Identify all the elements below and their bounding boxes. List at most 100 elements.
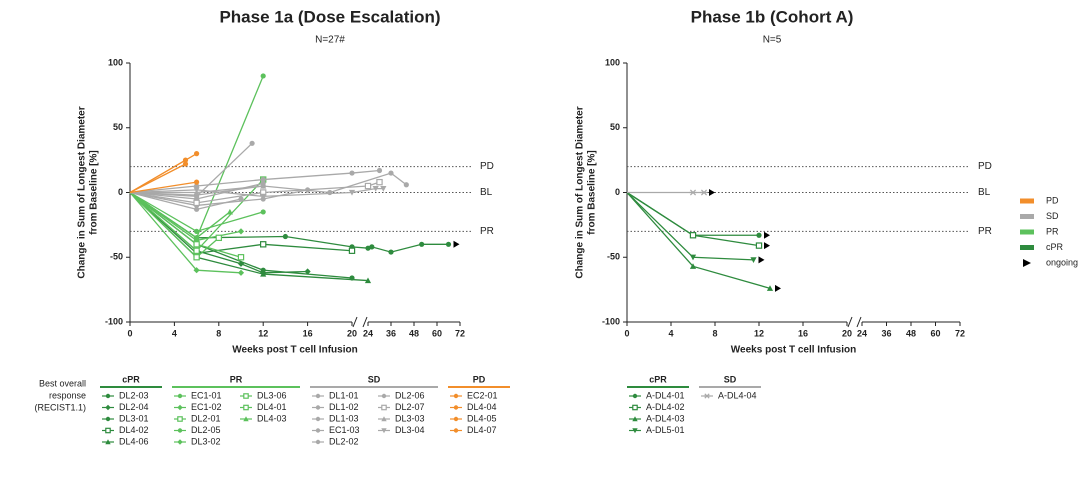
legend-marker xyxy=(632,404,638,411)
x-tick-label: 20 xyxy=(347,328,357,338)
legend-label: DL1-03 xyxy=(329,413,359,423)
reference-label: PD xyxy=(480,161,494,172)
chart-subtitle: N=5 xyxy=(763,35,782,46)
y-tick-label: 50 xyxy=(113,122,123,132)
legend-marker xyxy=(453,405,459,410)
legend-marker xyxy=(703,393,711,399)
x-tick-label: 60 xyxy=(930,328,940,338)
legend-label: DL4-01 xyxy=(257,402,287,412)
legend-group-header: cPR xyxy=(649,374,667,384)
x-tick-label: 0 xyxy=(624,328,629,338)
legend-marker xyxy=(177,416,183,422)
legend-label: DL2-04 xyxy=(119,402,149,412)
legend-label: DL4-02 xyxy=(119,425,149,435)
data-point xyxy=(260,73,266,79)
ongoing-arrow xyxy=(764,231,770,239)
x-tick-label: 16 xyxy=(303,328,313,338)
legend-label: DL4-07 xyxy=(467,425,497,435)
data-point xyxy=(226,208,233,215)
data-point xyxy=(388,249,394,255)
legend-group-header: SD xyxy=(368,374,381,384)
legend-label: DL3-03 xyxy=(395,413,425,423)
legend-label: DL1-02 xyxy=(329,402,359,412)
data-point xyxy=(237,260,245,267)
reference-label: BL xyxy=(978,187,991,198)
legend-marker xyxy=(381,404,387,411)
data-point xyxy=(249,140,255,146)
data-point xyxy=(260,176,266,183)
legend-label: DL4-06 xyxy=(119,436,149,446)
x-tick-label: 48 xyxy=(906,328,916,338)
legend-marker xyxy=(105,427,111,434)
series-line xyxy=(129,75,264,239)
data-point xyxy=(349,170,355,176)
legend-label: DL3-06 xyxy=(257,390,287,400)
legend-marker xyxy=(105,416,111,422)
legend-marker xyxy=(632,416,638,422)
legend-label: A-DL4-03 xyxy=(646,413,685,423)
y-axis-label: Change in Sum of Longest Diameter xyxy=(77,106,88,278)
data-point xyxy=(193,247,200,254)
data-point xyxy=(372,186,379,192)
x-tick-label: 36 xyxy=(881,328,891,338)
legend-label: DL2-01 xyxy=(191,413,221,423)
data-point xyxy=(403,182,409,188)
data-point xyxy=(194,228,200,234)
legend-label: DL3-02 xyxy=(191,436,221,446)
data-point xyxy=(260,182,267,189)
data-point xyxy=(215,234,222,242)
x-tick-label: 20 xyxy=(842,328,852,338)
legend-marker xyxy=(177,439,183,445)
legend-marker xyxy=(453,416,459,422)
legend-marker xyxy=(177,393,183,399)
legend-marker xyxy=(105,439,111,445)
legend-marker xyxy=(177,428,183,433)
legend-label: EC1-01 xyxy=(191,390,222,400)
legend-label: SD xyxy=(1046,211,1059,221)
legend-label: A-DL4-01 xyxy=(646,390,685,400)
legend-marker xyxy=(381,428,387,434)
legend-swatch xyxy=(1020,245,1034,250)
legend-label: ongoing xyxy=(1046,257,1078,267)
legend-label: DL1-01 xyxy=(329,390,359,400)
axis-break xyxy=(352,316,358,328)
reference-label: PR xyxy=(480,226,494,237)
legend-label: EC2-01 xyxy=(467,390,498,400)
x-tick-label: 72 xyxy=(955,328,965,338)
legend-label: DL4-03 xyxy=(257,413,287,423)
data-point xyxy=(193,241,200,248)
series-line xyxy=(129,181,197,194)
x-axis-label: Weeks post T cell Infusion xyxy=(232,345,357,356)
reference-label: PD xyxy=(978,161,992,172)
data-point xyxy=(380,186,387,192)
data-point xyxy=(376,167,383,174)
series-line xyxy=(129,172,407,196)
x-tick-label: 0 xyxy=(127,328,132,338)
legend-label: DL4-05 xyxy=(467,413,497,423)
series-line xyxy=(129,192,353,255)
data-point xyxy=(194,151,200,157)
legend-label: DL2-03 xyxy=(119,390,149,400)
series-line xyxy=(129,163,186,194)
ongoing-arrow xyxy=(775,284,781,292)
data-point xyxy=(376,178,383,186)
data-point xyxy=(194,179,200,185)
legend-marker xyxy=(453,393,459,399)
data-point xyxy=(348,189,356,196)
legend-marker xyxy=(632,428,638,434)
series-line xyxy=(626,192,754,261)
legend-swatch xyxy=(1020,214,1034,219)
axis-break xyxy=(856,316,862,328)
data-point xyxy=(260,209,266,215)
legend-ongoing-marker xyxy=(1023,259,1031,267)
y-tick-label: 100 xyxy=(108,57,123,67)
chart-subtitle: N=27# xyxy=(315,35,345,46)
legend-marker xyxy=(315,439,321,445)
legend-group-header: PR xyxy=(230,374,243,384)
data-point xyxy=(193,267,200,274)
legend-group-header: cPR xyxy=(122,374,140,384)
legend-group-header: PD xyxy=(473,374,486,384)
legend-label: EC1-02 xyxy=(191,402,222,412)
